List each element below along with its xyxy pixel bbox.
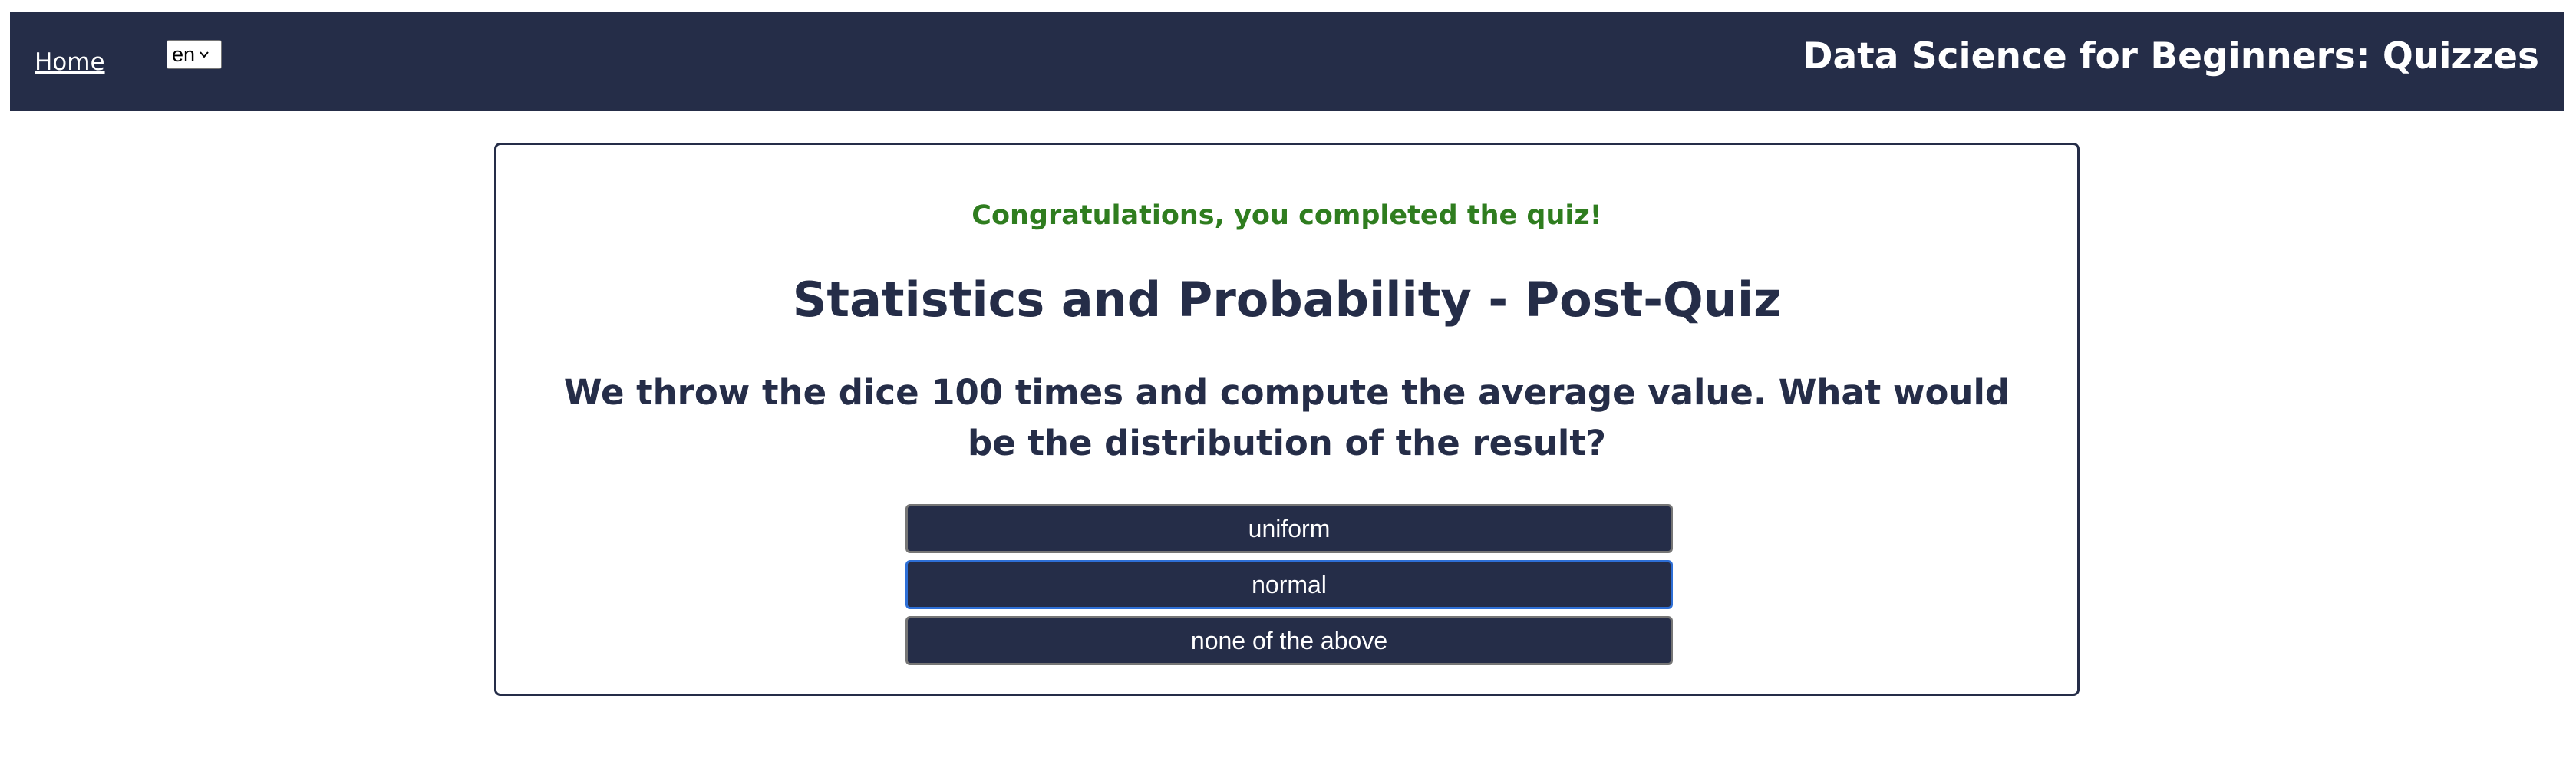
answer-button-none-of-the-above[interactable]: none of the above (905, 616, 1673, 665)
question-text: We throw the dice 100 times and compute … (563, 372, 2010, 463)
site-title: Data Science for Beginners: Quizzes (1803, 35, 2539, 77)
chevron-down-icon (200, 51, 209, 58)
completion-message: Congratulations, you completed the quiz! (971, 200, 1602, 231)
quiz-title: Statistics and Probability - Post-Quiz (792, 272, 1782, 328)
answer-button-normal[interactable]: normal (905, 560, 1673, 609)
top-nav-bar: Home en Data Science for Beginners: Quiz… (10, 12, 2564, 111)
home-link[interactable]: Home (35, 48, 105, 76)
answer-list: uniform normal none of the above (905, 504, 1673, 672)
answer-button-uniform[interactable]: uniform (905, 504, 1673, 553)
language-select[interactable]: en (167, 40, 222, 69)
quiz-card: Congratulations, you completed the quiz!… (494, 143, 2080, 696)
language-select-value: en (172, 42, 196, 66)
